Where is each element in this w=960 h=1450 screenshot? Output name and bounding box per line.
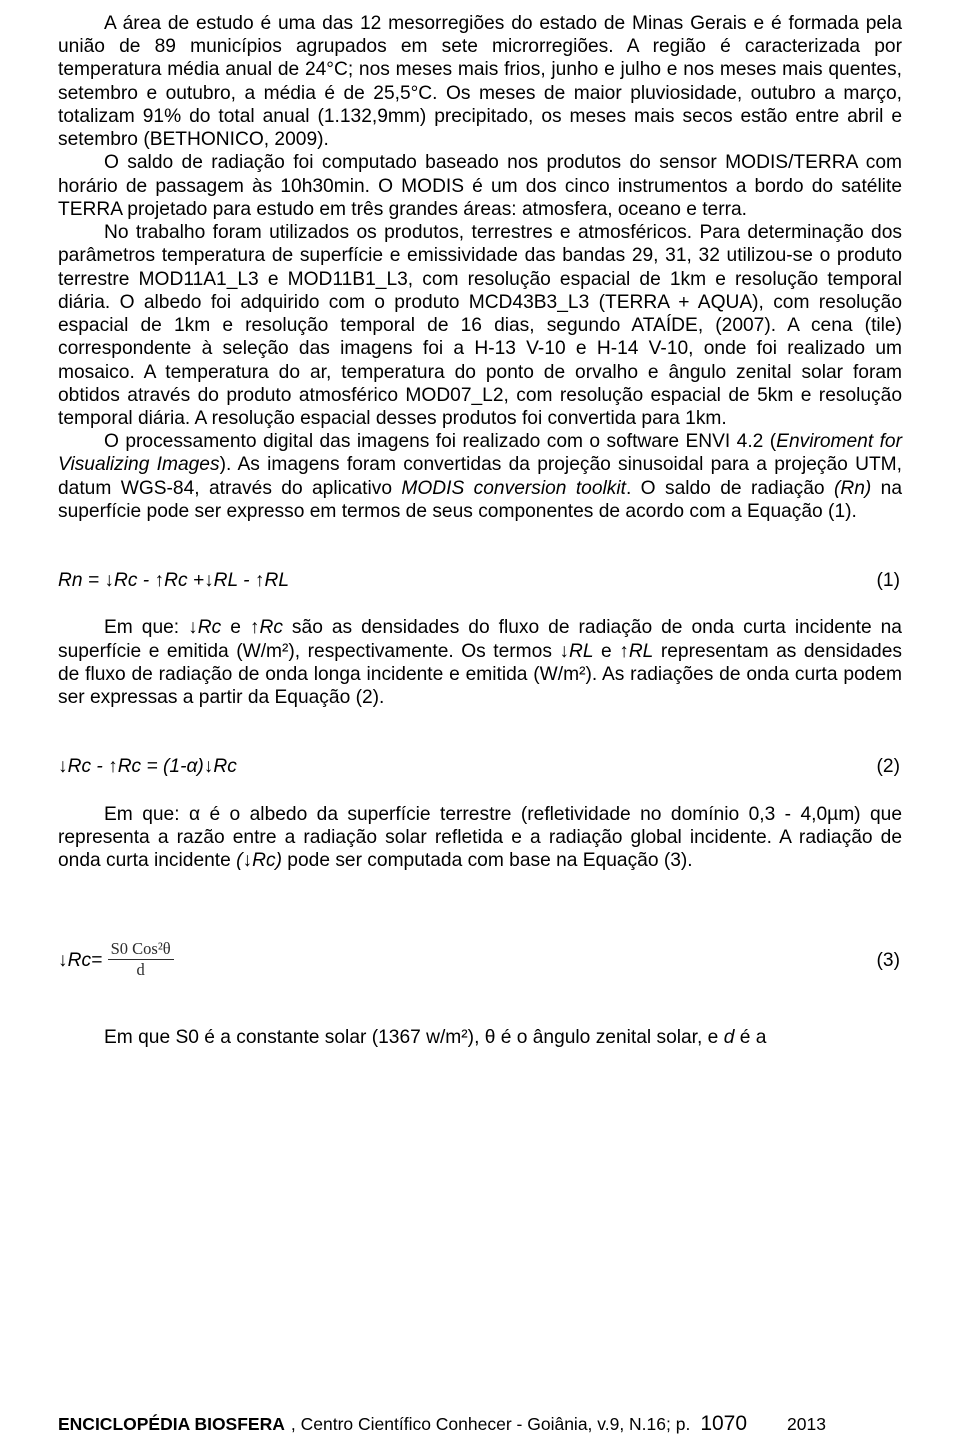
- p4-a: e ↑: [221, 617, 259, 638]
- p4-rc2: Rc: [259, 617, 282, 638]
- equation-1-text: Rn = ↓Rc - ↑Rc +↓RL - ↑RL: [58, 569, 289, 592]
- spacer: [58, 779, 902, 803]
- p3-italic-2: MODIS conversion toolkit: [401, 478, 626, 499]
- p4-rc1: Rc: [198, 617, 221, 638]
- spacer: [58, 592, 902, 616]
- p5-it: (↓Rc): [236, 850, 282, 871]
- spacer: [58, 709, 902, 755]
- spacer: [58, 918, 902, 942]
- paragraph-2a: O saldo de radiação foi computado basead…: [58, 151, 902, 221]
- footer-year: 2013: [787, 1414, 826, 1435]
- eq3-numerator: S0 Cos²θ: [108, 940, 174, 959]
- paragraph-3: O processamento digital das imagens foi …: [58, 430, 902, 523]
- spacer: [58, 872, 902, 918]
- paragraph-4: Em que: ↓Rc e ↑Rc são as densidades do f…: [58, 616, 902, 709]
- footer-journal: ENCICLOPÉDIA BIOSFERA: [58, 1414, 285, 1435]
- page-footer: ENCICLOPÉDIA BIOSFERA , Centro Científico…: [58, 1412, 902, 1436]
- p4-pre: Em que: ↓: [104, 617, 198, 638]
- equation-1-num: (1): [877, 569, 902, 592]
- p4-c: e ↑: [594, 641, 629, 662]
- equation-2-num: (2): [877, 755, 902, 778]
- footer-page-number: 1070: [700, 1412, 747, 1436]
- equation-3: ↓Rc= S0 Cos²θd (3): [58, 942, 902, 980]
- eq3-denominator: d: [108, 960, 174, 978]
- paragraph-1: A área de estudo é uma das 12 mesorregiõ…: [58, 12, 902, 151]
- footer-rest: , Centro Científico Conhecer - Goiânia, …: [291, 1414, 690, 1435]
- equation-3-text: ↓Rc= S0 Cos²θd: [58, 942, 174, 980]
- p4-rl2: RL: [629, 641, 654, 662]
- p6-pre: Em que S0 é a constante solar (1367 w/m²…: [104, 1027, 724, 1048]
- equation-2: ↓Rc - ↑Rc = (1-α)↓Rc (2): [58, 755, 902, 778]
- p3-pre: O processamento digital das imagens foi …: [104, 431, 776, 452]
- p5-post: pode ser computada com base na Equação (…: [282, 850, 693, 871]
- p6-it: d: [724, 1027, 735, 1048]
- p3-post: . O saldo de radiação: [626, 478, 834, 499]
- p3-italic-3: (Rn): [834, 478, 871, 499]
- document-page: A área de estudo é uma das 12 mesorregiõ…: [0, 0, 960, 1450]
- equation-3-num: (3): [877, 949, 902, 972]
- spacer: [58, 980, 902, 1026]
- paragraph-5: Em que: α é o albedo da superfície terre…: [58, 803, 902, 873]
- eq3-fraction: S0 Cos²θd: [108, 940, 174, 978]
- spacer: [58, 523, 902, 569]
- p6-post: é a: [734, 1027, 766, 1048]
- eq3-prefix: ↓Rc=: [58, 950, 108, 971]
- paragraph-6: Em que S0 é a constante solar (1367 w/m²…: [58, 1026, 902, 1049]
- p4-rl1: RL: [569, 641, 594, 662]
- paragraph-2b: No trabalho foram utilizados os produtos…: [58, 221, 902, 430]
- equation-2-text: ↓Rc - ↑Rc = (1-α)↓Rc: [58, 755, 237, 778]
- equation-1: Rn = ↓Rc - ↑Rc +↓RL - ↑RL (1): [58, 569, 902, 592]
